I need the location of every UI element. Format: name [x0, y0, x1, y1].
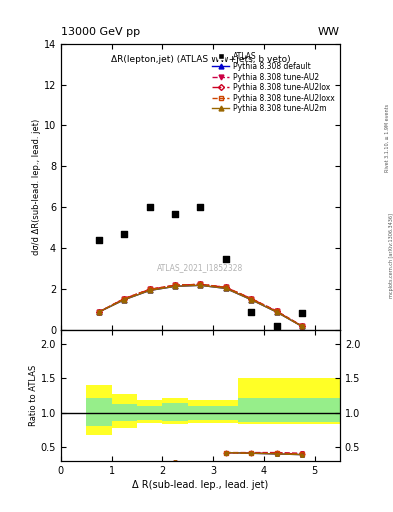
- Legend: ATLAS, Pythia 8.308 default, Pythia 8.308 tune-AU2, Pythia 8.308 tune-AU2lox, Py: ATLAS, Pythia 8.308 default, Pythia 8.30…: [211, 50, 336, 115]
- Text: Rivet 3.1.10, ≥ 1.9M events: Rivet 3.1.10, ≥ 1.9M events: [385, 104, 389, 173]
- Text: mcplots.cern.ch [arXiv:1306.3436]: mcplots.cern.ch [arXiv:1306.3436]: [389, 214, 393, 298]
- Point: [197, 203, 204, 211]
- Point: [248, 308, 254, 316]
- Point: [96, 236, 102, 244]
- Point: [172, 209, 178, 218]
- Text: ATLAS_2021_I1852328: ATLAS_2021_I1852328: [157, 263, 244, 272]
- Point: [147, 203, 153, 211]
- Y-axis label: Ratio to ATLAS: Ratio to ATLAS: [29, 365, 38, 426]
- Point: [274, 322, 280, 330]
- Point: [299, 309, 305, 317]
- Text: WW: WW: [318, 27, 340, 37]
- Y-axis label: dσ/d ΔR(sub-lead. lep., lead. jet): dσ/d ΔR(sub-lead. lep., lead. jet): [32, 119, 41, 255]
- Point: [121, 230, 127, 238]
- X-axis label: Δ R(sub-lead. lep., lead. jet): Δ R(sub-lead. lep., lead. jet): [132, 480, 268, 490]
- Text: ΔR(lepton,jet) (ATLAS WW+jets, b veto): ΔR(lepton,jet) (ATLAS WW+jets, b veto): [110, 55, 290, 64]
- Point: [223, 254, 229, 263]
- Text: 13000 GeV pp: 13000 GeV pp: [61, 27, 140, 37]
